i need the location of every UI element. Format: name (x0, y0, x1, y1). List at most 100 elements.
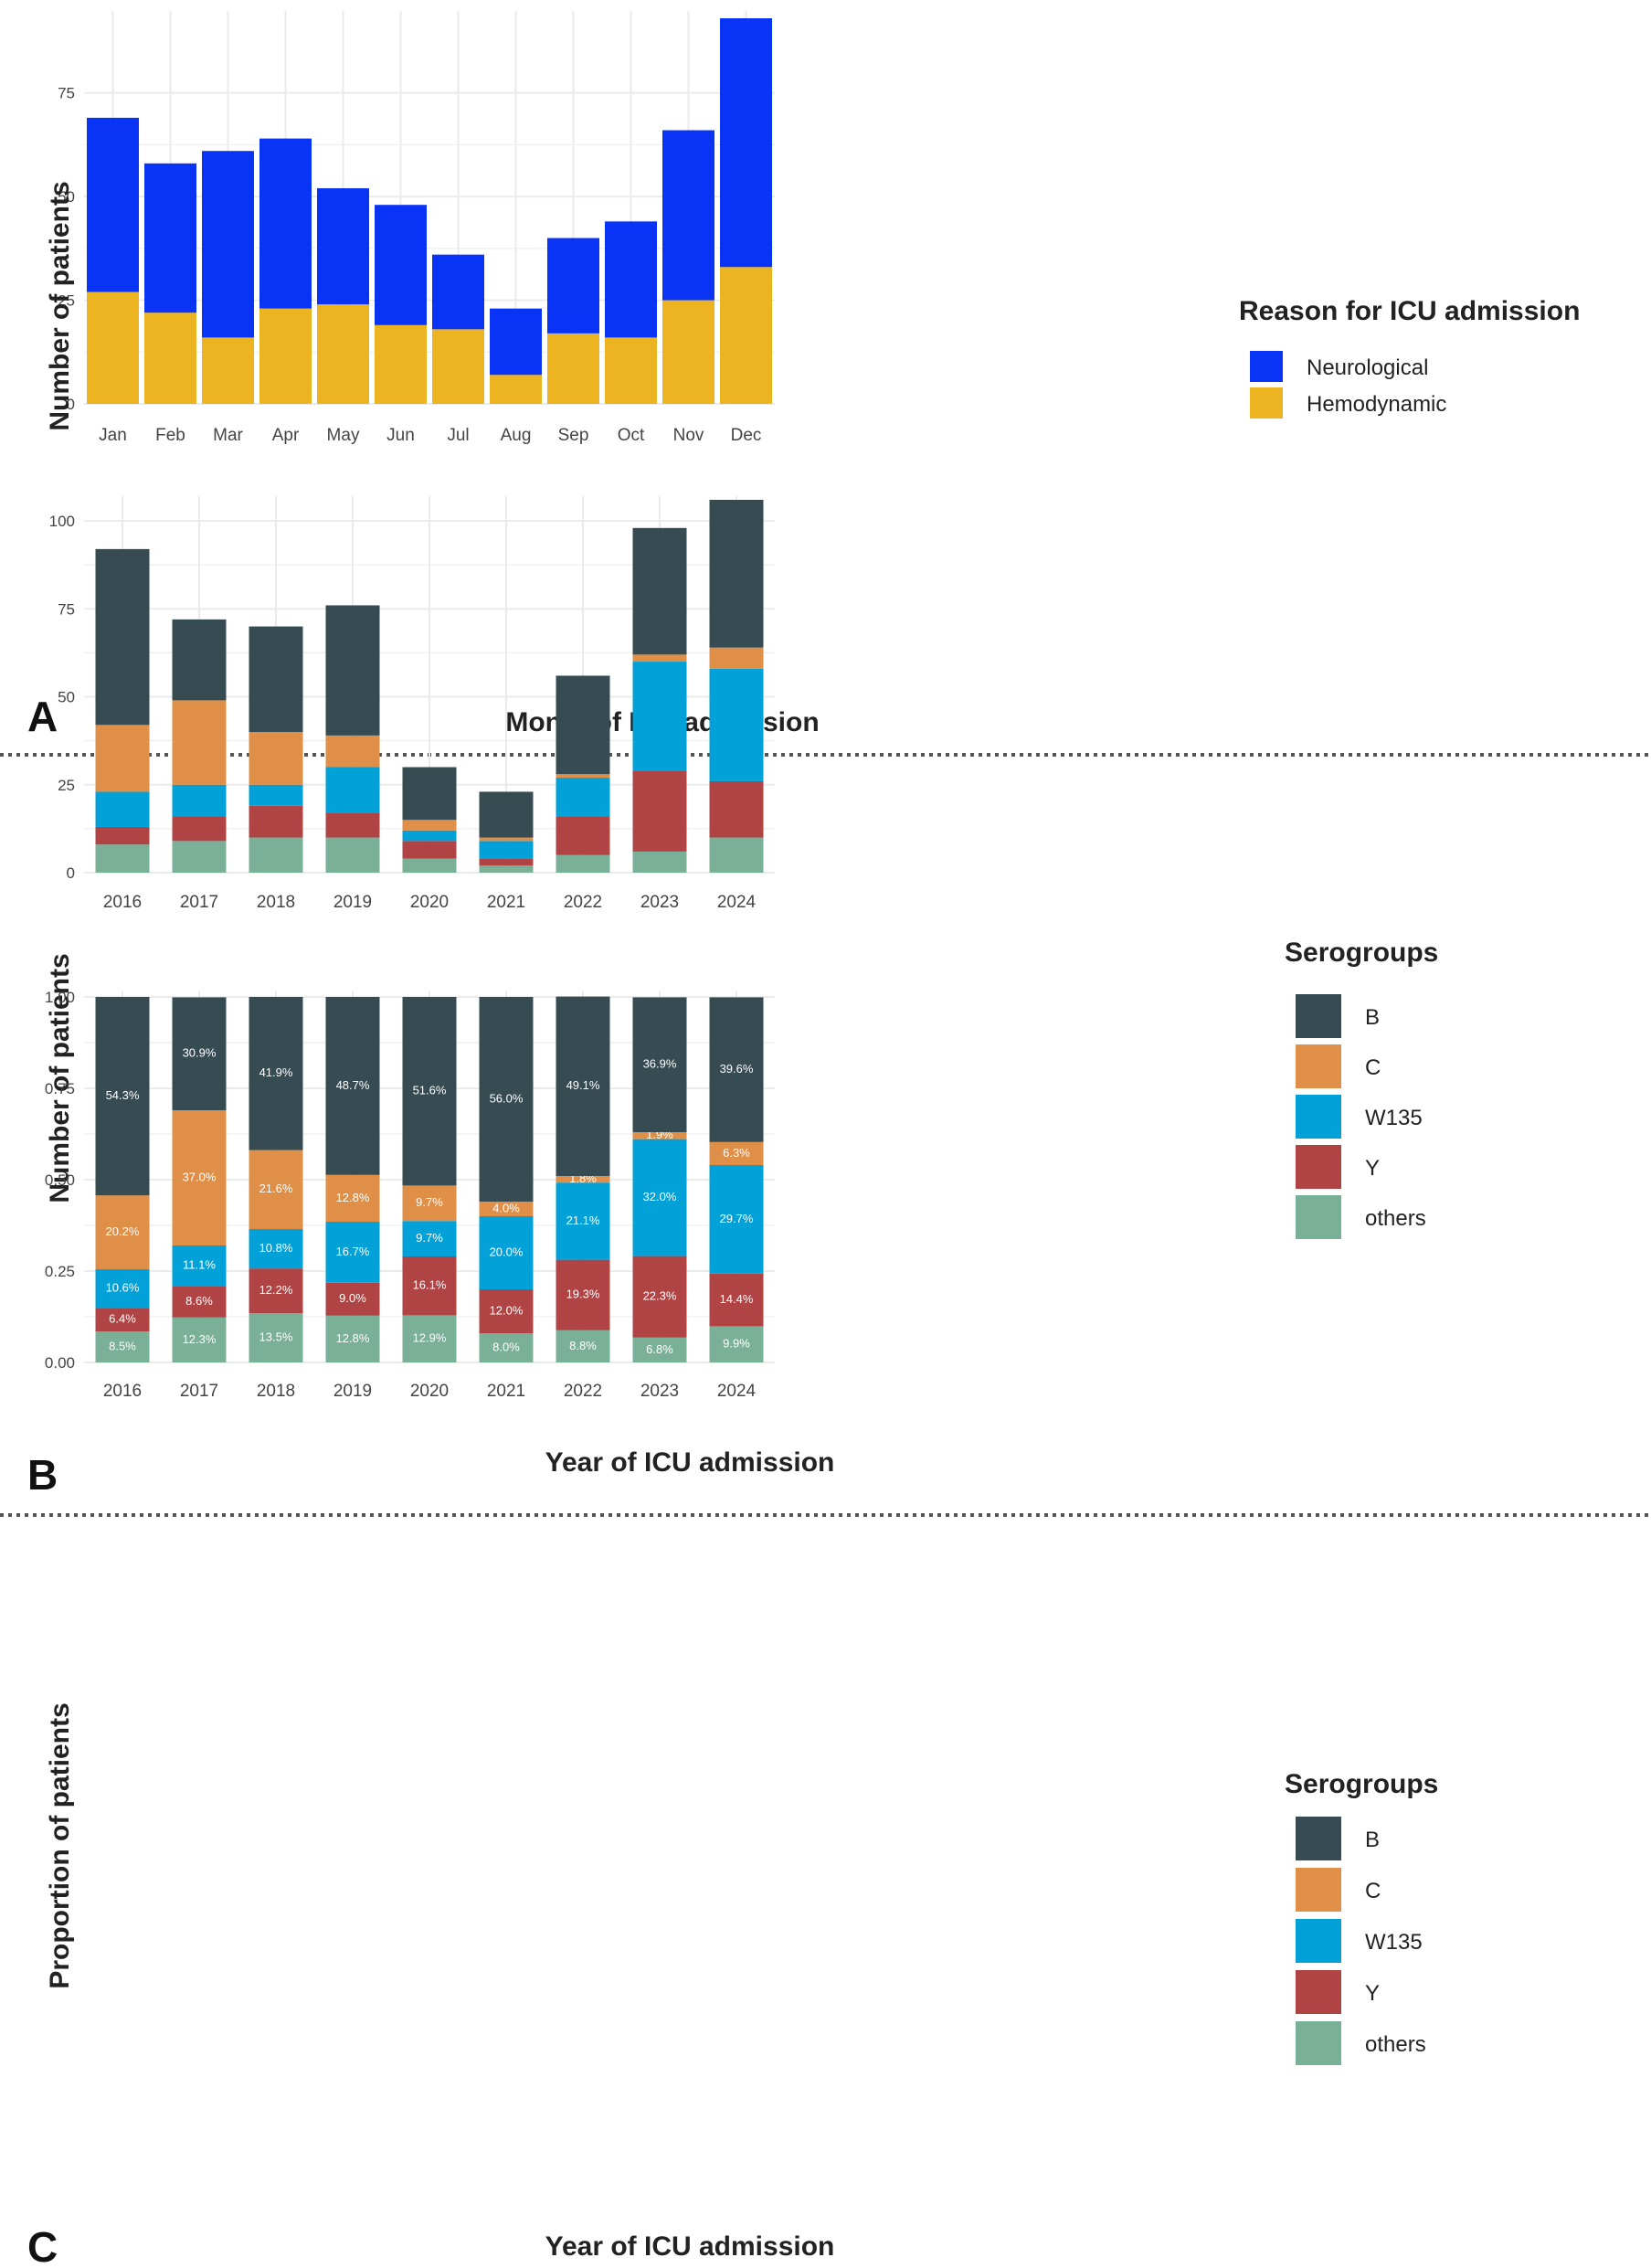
panel-b-bars (95, 500, 764, 873)
panel-c-bar-others (172, 1317, 227, 1362)
panel-a-bar-neurological (432, 254, 484, 330)
panel-a-legend-label: Hemodynamic (1307, 392, 1446, 417)
panel-letter-b: B (27, 1451, 58, 1499)
panel-c-x-tick-label: 2023 (640, 1382, 679, 1401)
panel-b-bar-b (95, 548, 150, 726)
panel-c-x-tick-label: 2019 (333, 1382, 372, 1401)
panel-c-bar-y (709, 1273, 764, 1327)
panel-c-bar-c (325, 1174, 380, 1222)
panel-c-x-tick-label: 2016 (103, 1382, 142, 1401)
panel-c-bar-b (479, 997, 534, 1202)
panel-c-legend-label: B (1365, 1828, 1380, 1852)
panel-b-legend-swatch-w135 (1296, 1095, 1341, 1139)
panel-c-bar-label: 12.8% (336, 1191, 370, 1204)
panel-b-bar-others (632, 851, 687, 873)
panel-a-x-tick-label: Jul (447, 426, 469, 445)
panel-b-x-tick-label: 2019 (333, 893, 372, 912)
panel-a-legend: Reason for ICU admission Neurological Hemo… (1239, 296, 1580, 419)
panel-c-bar-others (479, 1333, 534, 1362)
panel-b-bar-w135 (402, 830, 457, 842)
panel-b-bar-others (709, 837, 764, 873)
panel-c-bar-label: 51.6% (413, 1084, 447, 1097)
panel-b-bar-w135 (95, 791, 150, 827)
panel-b-bar-c (95, 725, 150, 792)
panel-c-bar-others (709, 1326, 764, 1362)
panel-a-x-tick-label: Oct (618, 426, 645, 445)
panel-c-y-tick-label: 0.50 (45, 1171, 75, 1189)
panel-c-bar-w135 (325, 1222, 380, 1283)
panel-c: 8.5% 6.4% 10.6% 20.2% 54.3% 12.3% 8.6% 11.1% 37.… (27, 989, 1438, 2268)
panel-b-bar-others (479, 865, 534, 873)
panel-b-bar-c (402, 820, 457, 831)
panel-b-x-tick-label: 2016 (103, 893, 142, 912)
panel-c-legend-label: W135 (1365, 1930, 1423, 1955)
panel-b-bar-others (556, 854, 610, 873)
panel-a-x-tick-label: Aug (501, 426, 532, 445)
panel-a-bar-neurological (259, 138, 312, 309)
panel-c-bar-label: 29.7% (720, 1212, 754, 1225)
panel-c-bar-others (325, 1315, 380, 1362)
panel-c-bar-b (402, 997, 457, 1186)
panel-b-bar-others (325, 837, 380, 873)
panel-c-legend-swatch-w135 (1296, 1919, 1341, 1963)
panel-b-y-tick-label: 50 (58, 689, 75, 706)
panel-b-bar-b (325, 605, 380, 736)
panel-c-bar-label: 22.3% (643, 1289, 677, 1303)
panel-b-y-tick-label: 75 (58, 600, 75, 618)
panel-b-bar-b (479, 791, 534, 838)
panel-c-bar-b (172, 997, 227, 1110)
panel-c-bar-w135 (632, 1139, 687, 1256)
panel-a-bars (87, 18, 772, 404)
panel-c-bar-c (95, 1195, 150, 1269)
panel-a-y-ticks: 0 25 50 75 (58, 85, 75, 413)
panel-a-x-tick-label: Apr (272, 426, 300, 445)
panel-c-legend-swatch-y (1296, 1970, 1341, 2014)
panel-c-bar-b (325, 997, 380, 1175)
panel-a-bar-hemodynamic (259, 308, 312, 404)
panel-b-bar-c (249, 732, 303, 785)
panel-c-bar-label: 49.1% (566, 1078, 600, 1092)
panel-a-x-tick-label: Feb (155, 426, 185, 445)
panel-b-legend-swatch-y (1296, 1145, 1341, 1189)
panel-b-legend-swatch-others (1296, 1195, 1341, 1239)
panel-a-y-tick-label: 75 (58, 85, 75, 102)
panel-c-bar-label: 9.0% (339, 1291, 366, 1305)
panel-c-bar-label: 12.2% (259, 1283, 293, 1297)
panel-a-x-tick-label: Jan (99, 426, 127, 445)
panel-b-bar-c (479, 837, 534, 842)
panel-a-x-ticks: Jan Feb Mar Apr May Jun Jul Aug Sep Oct Nov Dec (99, 426, 761, 445)
panel-b-bar-c (632, 654, 687, 662)
panel-c-legend-swatch-c (1296, 1868, 1341, 1912)
panel-c-bar-c (709, 1141, 764, 1165)
panel-a-bar-neurological (375, 205, 427, 325)
panel-c-y-tick-label: 1.00 (45, 989, 75, 1006)
panel-b-legend-title: Serogroups (1285, 938, 1438, 968)
panel-b-x-ticks: 2016 2017 2018 2019 2020 2021 2022 2023 2024 (103, 893, 757, 912)
panel-c-bar-y (249, 1268, 303, 1313)
panel-b-bar-y (556, 816, 610, 855)
panel-c-bar-label: 41.9% (259, 1065, 293, 1079)
panel-c-legend-label: others (1365, 2032, 1426, 2057)
panel-c-bar-w135 (172, 1245, 227, 1287)
panel-c-y-tick-label: 0.00 (45, 1354, 75, 1372)
panel-a-x-tick-label: Dec (731, 426, 762, 445)
panel-c-x-ticks: 2016 2017 2018 2019 2020 2021 2022 2023 2024 (103, 1382, 757, 1401)
panel-a-bar-neurological (605, 221, 657, 338)
panel-c-x-tick-label: 2021 (487, 1382, 525, 1401)
panel-b-legend-swatch-c (1296, 1044, 1341, 1088)
panel-b-bar-y (402, 841, 457, 859)
panel-b-bar-b (172, 619, 227, 701)
panel-b-y-tick-label: 25 (58, 777, 75, 794)
panel-b-bar-y (95, 826, 150, 845)
panel-a-legend-label: Neurological (1307, 355, 1428, 380)
panel-c-bar-c (172, 1110, 227, 1245)
panel-a-x-tick-label: May (327, 426, 360, 445)
panel-c-bar-others (95, 1331, 150, 1362)
panel-c-bar-w135 (556, 1182, 610, 1260)
panel-c-bar-y (632, 1256, 687, 1338)
panel-c-x-tick-label: 2022 (564, 1382, 602, 1401)
panel-b-bar-y (325, 812, 380, 838)
panel-a-x-tick-label: Nov (673, 426, 704, 445)
